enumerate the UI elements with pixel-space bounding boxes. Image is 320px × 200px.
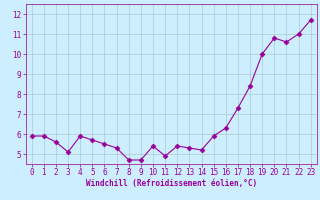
X-axis label: Windchill (Refroidissement éolien,°C): Windchill (Refroidissement éolien,°C) [86,179,257,188]
